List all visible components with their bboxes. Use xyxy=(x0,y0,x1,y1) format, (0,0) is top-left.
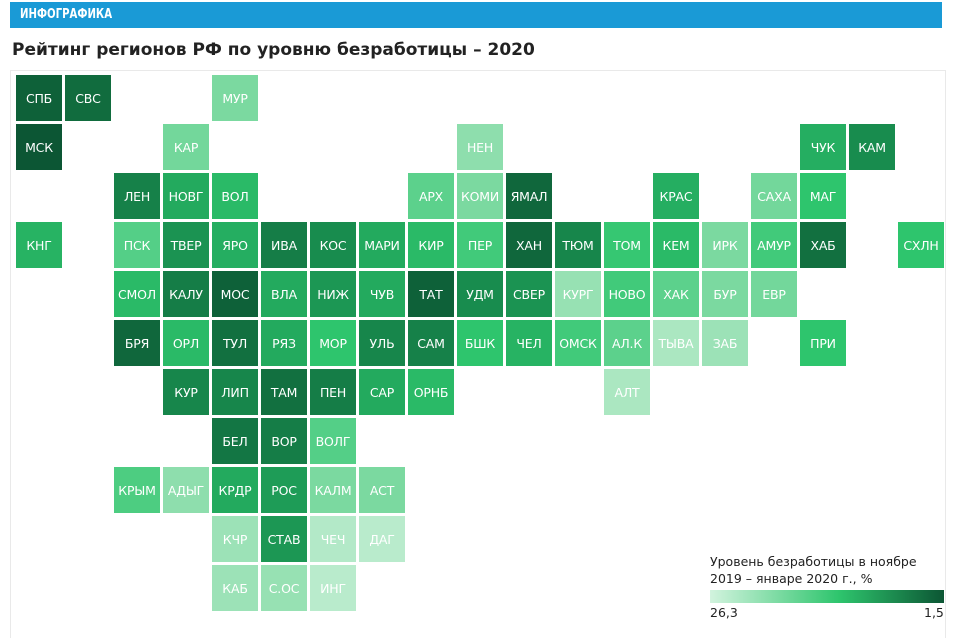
map-frame xyxy=(10,70,946,638)
region-tile: КРДР xyxy=(212,467,258,513)
region-tile: ВОР xyxy=(261,418,307,464)
region-tile: АРХ xyxy=(408,173,454,219)
region-tile: АЛ.К xyxy=(604,320,650,366)
region-tile: МОС xyxy=(212,271,258,317)
legend-title: Уровень безработицы в ноябре 2019 – янва… xyxy=(710,553,917,587)
region-tile: МУР xyxy=(212,75,258,121)
region-tile: СТАВ xyxy=(261,516,307,562)
region-tile: ПЕР xyxy=(457,222,503,268)
region-tile: ЕВР xyxy=(751,271,797,317)
region-tile: УЛЬ xyxy=(359,320,405,366)
region-tile: КАЛУ xyxy=(163,271,209,317)
region-tile: ЯРО xyxy=(212,222,258,268)
region-tile: БЕЛ xyxy=(212,418,258,464)
region-tile: ПЕН xyxy=(310,369,356,415)
region-tile: МОР xyxy=(310,320,356,366)
region-tile: СВС xyxy=(65,75,111,121)
region-tile: КАЛМ xyxy=(310,467,356,513)
region-tile: ЗАБ xyxy=(702,320,748,366)
legend-max-label: 1,5 xyxy=(924,605,944,620)
region-tile: АСТ xyxy=(359,467,405,513)
region-tile: КАР xyxy=(163,124,209,170)
region-tile: КУР xyxy=(163,369,209,415)
region-tile: ОРЛ xyxy=(163,320,209,366)
region-tile: ЯМАЛ xyxy=(506,173,552,219)
region-tile: ВЛА xyxy=(261,271,307,317)
region-tile: ВОЛГ xyxy=(310,418,356,464)
region-tile: ХАК xyxy=(653,271,699,317)
region-tile: САР xyxy=(359,369,405,415)
legend-color-scale xyxy=(710,590,944,603)
region-tile: ТУЛ xyxy=(212,320,258,366)
region-tile: ТЮМ xyxy=(555,222,601,268)
region-tile: СПБ xyxy=(16,75,62,121)
page-title: Рейтинг регионов РФ по уровню безработиц… xyxy=(12,40,535,60)
region-tile: АМУР xyxy=(751,222,797,268)
region-tile: САХА xyxy=(751,173,797,219)
region-tile: САМ xyxy=(408,320,454,366)
legend-title-line-1: Уровень безработицы в ноябре xyxy=(710,554,917,569)
region-tile: КОМИ xyxy=(457,173,503,219)
region-tile: ЧЕЧ xyxy=(310,516,356,562)
region-tile: КРАС xyxy=(653,173,699,219)
region-tile: НОВО xyxy=(604,271,650,317)
region-tile: КОС xyxy=(310,222,356,268)
region-tile: ЧУВ xyxy=(359,271,405,317)
region-tile: НЕН xyxy=(457,124,503,170)
legend-min-label: 26,3 xyxy=(710,605,738,620)
region-tile: БРЯ xyxy=(114,320,160,366)
region-tile: ДАГ xyxy=(359,516,405,562)
region-tile: ИРК xyxy=(702,222,748,268)
region-tile: ХАН xyxy=(506,222,552,268)
region-tile: КАМ xyxy=(849,124,895,170)
region-tile: КРЫМ xyxy=(114,467,160,513)
region-tile: НИЖ xyxy=(310,271,356,317)
region-tile: СХЛН xyxy=(898,222,944,268)
region-tile: СВЕР xyxy=(506,271,552,317)
region-tile: ЛЕН xyxy=(114,173,160,219)
region-tile: С.ОС xyxy=(261,565,307,611)
region-tile: РЯЗ xyxy=(261,320,307,366)
region-tile: МСК xyxy=(16,124,62,170)
region-tile: ИВА xyxy=(261,222,307,268)
region-tile: НОВГ xyxy=(163,173,209,219)
legend-title-line-2: 2019 – январе 2020 г., % xyxy=(710,571,873,586)
region-tile: КНГ xyxy=(16,222,62,268)
region-tile: СМОЛ xyxy=(114,271,160,317)
region-tile: МАГ xyxy=(800,173,846,219)
region-tile: ВОЛ xyxy=(212,173,258,219)
region-tile: РОС xyxy=(261,467,307,513)
region-tile: ХАБ xyxy=(800,222,846,268)
region-tile: ТАТ xyxy=(408,271,454,317)
region-tile: ЛИП xyxy=(212,369,258,415)
region-tile: БШК xyxy=(457,320,503,366)
region-tile: ОМСК xyxy=(555,320,601,366)
region-tile: КУРГ xyxy=(555,271,601,317)
region-tile: КЕМ xyxy=(653,222,699,268)
region-tile: ОРНБ xyxy=(408,369,454,415)
region-tile: ТВЕР xyxy=(163,222,209,268)
region-tile: АЛТ xyxy=(604,369,650,415)
region-tile: ПСК xyxy=(114,222,160,268)
region-tile: УДМ xyxy=(457,271,503,317)
region-tile: ТОМ xyxy=(604,222,650,268)
category-label: ИНФОГРАФИКА xyxy=(20,7,113,22)
region-tile: ТЫВА xyxy=(653,320,699,366)
region-tile: КЧР xyxy=(212,516,258,562)
region-tile: ТАМ xyxy=(261,369,307,415)
region-tile: АДЫГ xyxy=(163,467,209,513)
region-tile: ИНГ xyxy=(310,565,356,611)
region-tile: ПРИ xyxy=(800,320,846,366)
region-tile: БУР xyxy=(702,271,748,317)
region-tile: ЧУК xyxy=(800,124,846,170)
region-tile: ЧЕЛ xyxy=(506,320,552,366)
region-tile: МАРИ xyxy=(359,222,405,268)
category-banner: ИНФОГРАФИКА xyxy=(10,2,942,28)
region-tile: КАБ xyxy=(212,565,258,611)
region-tile: КИР xyxy=(408,222,454,268)
